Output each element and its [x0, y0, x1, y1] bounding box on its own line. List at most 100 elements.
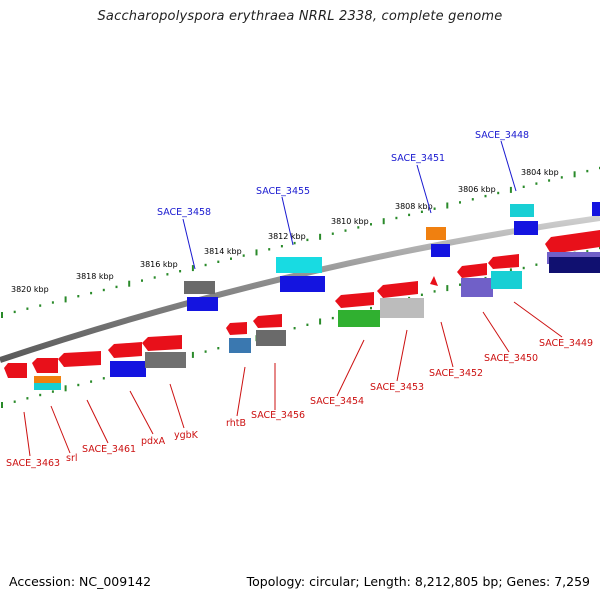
minor-tick — [344, 229, 347, 232]
gene-feature[interactable] — [229, 338, 251, 353]
minor-tick — [280, 245, 283, 248]
minor-tick — [242, 254, 245, 257]
gene-label[interactable]: SACE_3463 — [6, 458, 60, 469]
gene-feature[interactable] — [4, 363, 27, 378]
gene-feature[interactable] — [430, 276, 438, 286]
minor-tick — [217, 347, 220, 350]
minor-tick — [395, 216, 398, 220]
gene-feature[interactable] — [280, 276, 325, 292]
major-tick — [382, 218, 385, 225]
gene-feature[interactable] — [338, 310, 380, 327]
gene-feature[interactable] — [461, 278, 493, 297]
major-tick — [446, 285, 449, 292]
gene-feature[interactable] — [142, 335, 182, 351]
gene-label[interactable]: SACE_3454 — [310, 396, 364, 407]
gene-feature[interactable] — [58, 351, 101, 367]
minor-tick — [179, 270, 182, 273]
gene-label[interactable]: SACE_3455 — [256, 186, 310, 197]
gene-feature[interactable] — [276, 257, 322, 273]
major-tick — [191, 351, 194, 358]
minor-tick — [408, 213, 411, 217]
gene-feature[interactable] — [108, 342, 142, 358]
gene-feature[interactable] — [514, 221, 538, 235]
gene-feature[interactable] — [187, 297, 218, 311]
minor-tick — [268, 248, 271, 251]
gene-feature[interactable] — [426, 227, 446, 240]
gene-feature[interactable] — [34, 383, 61, 390]
minor-tick — [370, 223, 372, 226]
gene-label[interactable]: ygbK — [174, 430, 199, 441]
major-tick — [509, 186, 512, 193]
major-tick — [319, 233, 322, 240]
gene-feature[interactable] — [226, 322, 247, 335]
gene-feature[interactable] — [32, 358, 58, 373]
minor-tick — [26, 307, 29, 310]
scale-label: 3810 kbp — [331, 217, 369, 226]
major-tick — [64, 385, 67, 392]
major-tick — [128, 280, 131, 287]
minor-tick — [217, 260, 220, 263]
top-leader-lines — [182, 140, 517, 270]
scale-label: 3818 kbp — [76, 272, 114, 281]
scale-label: 3814 kbp — [204, 247, 242, 256]
reverse-genes — [4, 230, 600, 390]
minor-tick — [471, 198, 474, 201]
minor-tick — [204, 263, 207, 267]
minor-tick — [77, 383, 80, 387]
gene-label[interactable]: SACE_3449 — [539, 338, 593, 349]
gene-label[interactable]: pdxA — [141, 436, 166, 447]
gene-label[interactable]: srl — [66, 453, 78, 464]
minor-tick — [90, 291, 93, 295]
gene-feature[interactable] — [145, 352, 186, 368]
gene-label[interactable]: SACE_3461 — [82, 444, 136, 455]
minor-tick — [166, 273, 169, 276]
gene-feature[interactable] — [545, 230, 600, 254]
gene-label[interactable]: SACE_3450 — [484, 353, 538, 364]
scale-label: 3820 kbp — [11, 285, 49, 294]
gene-label[interactable]: SACE_3452 — [429, 368, 483, 379]
minor-tick — [535, 263, 538, 266]
gene-feature[interactable] — [491, 271, 522, 289]
gene-feature[interactable] — [110, 361, 146, 377]
gene-label[interactable]: SACE_3448 — [475, 130, 529, 141]
gene-feature[interactable] — [592, 202, 600, 216]
minor-tick — [77, 295, 80, 298]
major-tick — [446, 202, 449, 209]
forward-genes — [184, 202, 600, 311]
minor-tick — [153, 276, 156, 279]
gene-label[interactable]: SACE_3458 — [157, 207, 211, 218]
minor-tick — [420, 210, 423, 213]
gene-feature[interactable] — [335, 292, 374, 308]
major-tick — [1, 402, 3, 408]
bottom-leader-lines — [23, 301, 563, 457]
minor-tick — [535, 182, 538, 185]
gene-feature[interactable] — [184, 281, 215, 294]
scale-label: 3812 kbp — [268, 232, 306, 241]
minor-tick — [420, 293, 423, 296]
minor-tick — [51, 301, 54, 304]
gene-feature[interactable] — [510, 204, 534, 217]
gene-feature[interactable] — [431, 244, 450, 257]
minor-tick — [548, 179, 551, 182]
major-tick — [319, 318, 322, 325]
gene-feature[interactable] — [377, 281, 418, 298]
minor-tick — [586, 250, 589, 253]
gene-feature[interactable] — [256, 330, 286, 346]
gene-feature[interactable] — [488, 254, 519, 269]
gene-label[interactable]: SACE_3453 — [370, 382, 424, 393]
scale-label: 3808 kbp — [395, 202, 433, 211]
scale-label: 3816 kbp — [140, 260, 178, 269]
minor-tick — [39, 393, 42, 397]
gene-label[interactable]: rhtB — [226, 418, 246, 429]
gene-feature[interactable] — [253, 314, 282, 328]
gene-feature[interactable] — [457, 263, 487, 278]
minor-tick — [26, 397, 29, 400]
minor-tick — [522, 185, 525, 188]
minor-tick — [560, 176, 563, 179]
gene-label[interactable]: SACE_3451 — [391, 153, 445, 164]
gene-feature[interactable] — [549, 257, 600, 273]
minor-tick — [102, 288, 105, 292]
gene-label[interactable]: SACE_3456 — [251, 410, 305, 421]
minor-tick — [13, 400, 16, 403]
gene-feature[interactable] — [380, 298, 424, 318]
